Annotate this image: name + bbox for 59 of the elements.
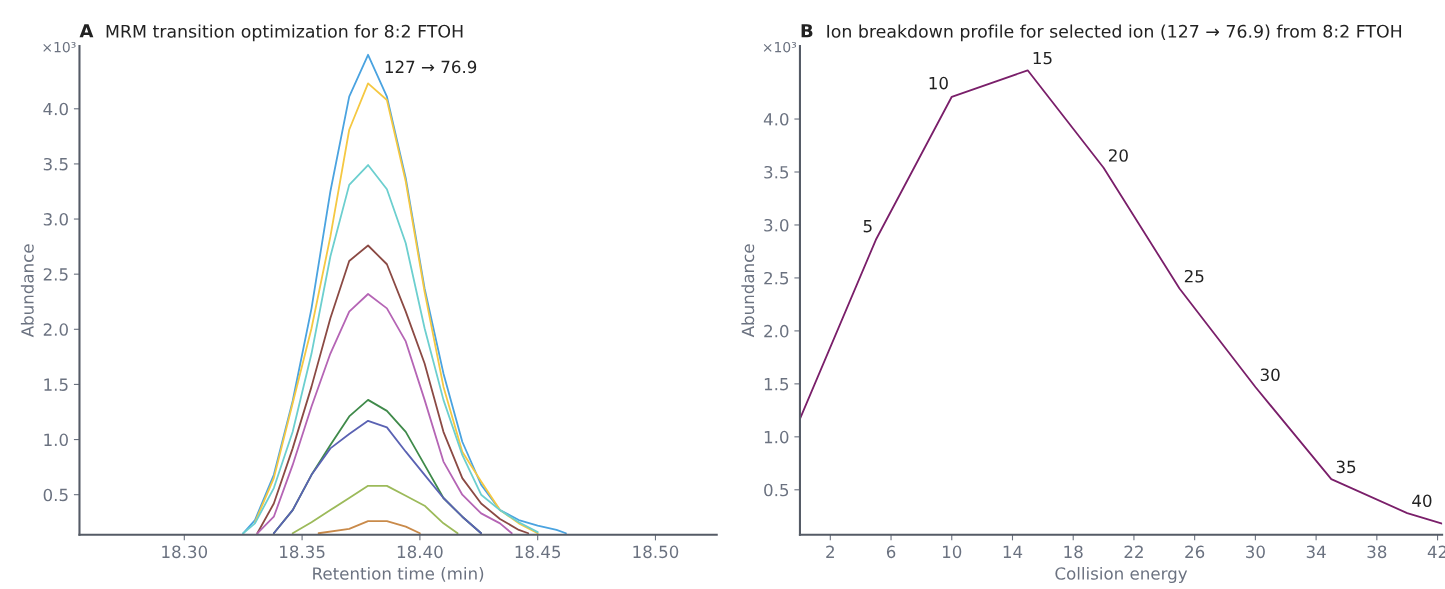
- text: ×10³: [43, 41, 76, 53]
- text: ×10³: [763, 41, 797, 53]
- y-tick-label: 3.0: [764, 218, 789, 232]
- y-tick-label: 0.5: [43, 488, 68, 502]
- x-tick-label: 14: [1003, 545, 1023, 558]
- chart-title: Ion breakdown profile for selected ion (127 → 76.9) from 8:2 FTOH: [827, 24, 1402, 42]
- y-tick-label: 1.5: [764, 378, 789, 391]
- y-tick-label: 1.0: [764, 430, 789, 444]
- x-tick-label: 18.40: [397, 545, 443, 559]
- annotation: 35: [1336, 460, 1356, 474]
- y-tick-label: 2.0: [764, 324, 789, 338]
- y-tick-label: 0.5: [764, 483, 789, 497]
- chart-title: MRM transition optimization for 8:2 FTOH: [106, 24, 463, 42]
- x-tick-label: 18.30: [162, 545, 208, 559]
- y-tick-label: 2.5: [764, 271, 789, 285]
- x-tick-label: 2: [826, 545, 834, 558]
- line-series: [799, 69, 1443, 525]
- line-series: [254, 82, 539, 535]
- x-tick-label: 26: [1185, 545, 1205, 559]
- x-tick-label: 18: [1064, 545, 1083, 559]
- x-tick-label: 6: [886, 545, 896, 559]
- x-tick-label: 38: [1367, 545, 1387, 559]
- annotation: 30: [1260, 368, 1280, 382]
- y-tick-label: 3.5: [764, 165, 789, 179]
- x-tick-label: 18.50: [633, 545, 679, 559]
- y-tick-label: 4.0: [43, 102, 68, 116]
- line-series: [256, 293, 513, 535]
- y-axis-title: Abundance: [741, 244, 755, 338]
- annotation: 40: [1412, 494, 1432, 508]
- y-axis-title: Abundance: [20, 244, 34, 338]
- y-tick-label: 3.5: [43, 157, 68, 171]
- annotation: 127 → 76.9: [385, 60, 477, 74]
- annotation: 15: [1033, 51, 1052, 65]
- line-series: [256, 244, 530, 535]
- x-tick-label: 18.35: [280, 545, 325, 559]
- y-tick-label: 2.5: [43, 268, 68, 281]
- y-tick-label: 2.0: [43, 323, 68, 336]
- line-series: [242, 53, 567, 535]
- x-axis-title: Collision energy: [1055, 566, 1188, 584]
- line-series: [272, 419, 483, 535]
- x-tick-label: 34: [1306, 545, 1326, 559]
- line-series: [317, 520, 421, 535]
- line-series: [242, 164, 539, 535]
- y-tick-label: 1.5: [44, 378, 68, 391]
- y-tick-label: 1.0: [44, 433, 68, 447]
- x-tick-label: 30: [1246, 545, 1265, 559]
- x-tick-label: 18.45: [515, 545, 561, 559]
- annotation: 5: [863, 220, 872, 233]
- text: A: [79, 24, 94, 38]
- line-series: [291, 484, 459, 535]
- y-tick-label: 3.0: [43, 213, 68, 226]
- annotation: 25: [1184, 269, 1204, 283]
- x-axis-title: Retention time (min): [313, 566, 484, 582]
- text: B: [801, 24, 813, 38]
- annotation: 20: [1108, 149, 1128, 162]
- x-tick-label: 10: [942, 545, 962, 559]
- x-tick-label: 22: [1124, 545, 1143, 558]
- y-tick-label: 4.0: [763, 113, 789, 126]
- annotation: 10: [929, 76, 948, 90]
